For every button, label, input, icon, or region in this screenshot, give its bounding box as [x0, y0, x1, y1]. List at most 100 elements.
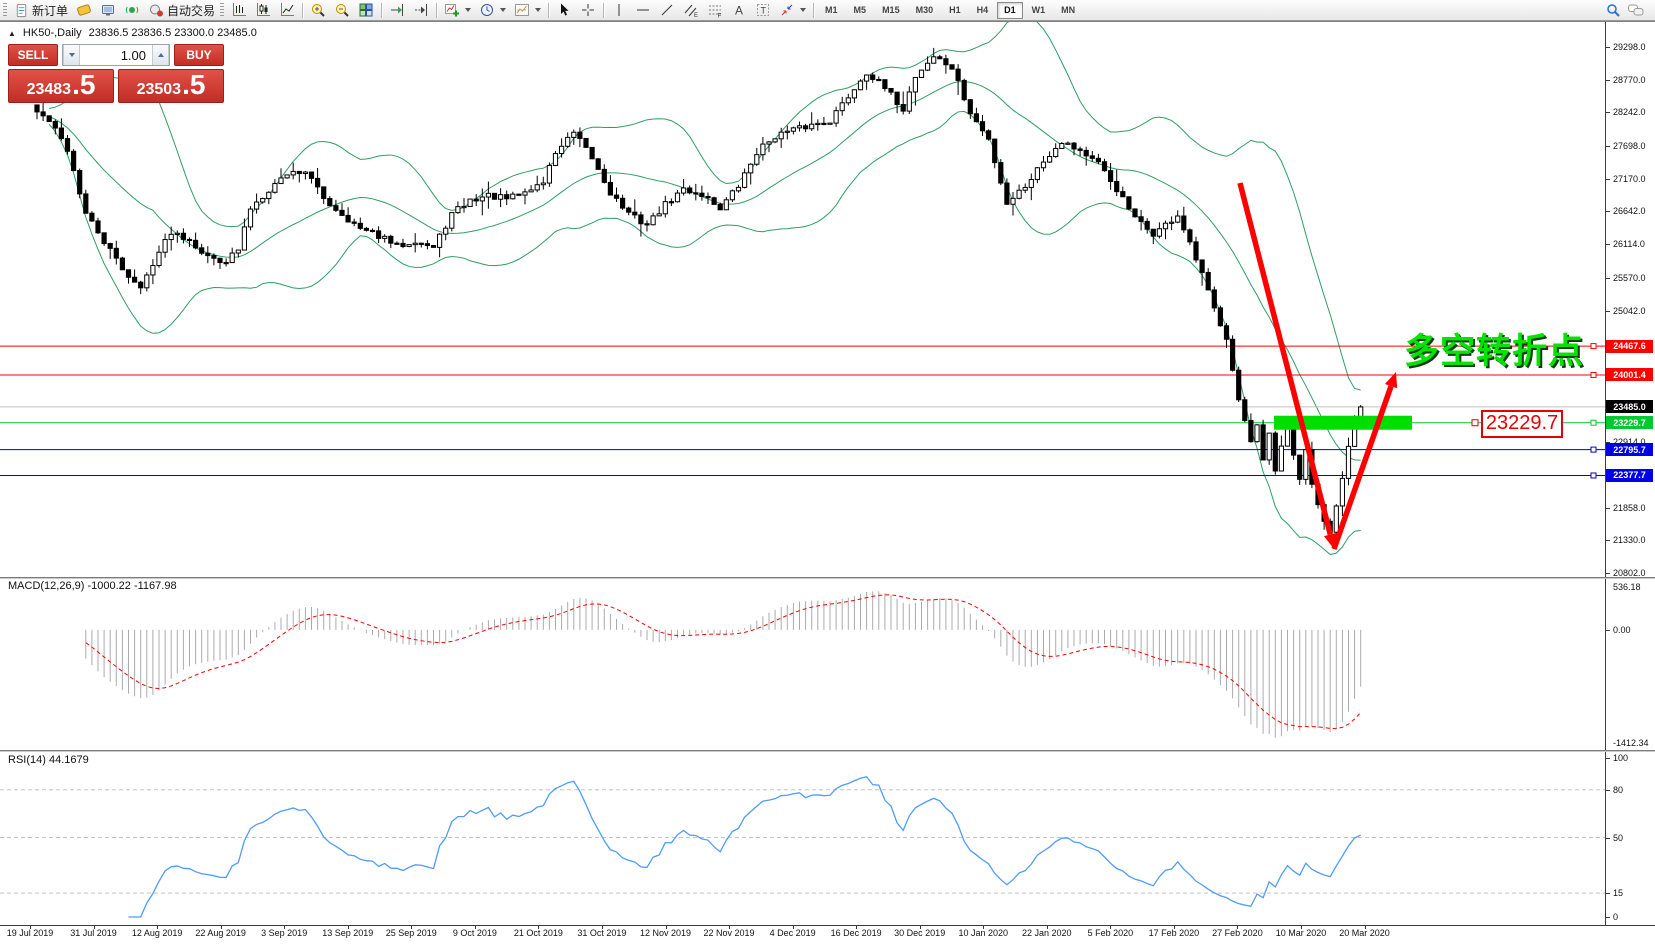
level-handle: [1590, 419, 1597, 426]
date-tick-mark: [411, 925, 413, 929]
auto-trading-button[interactable]: 自动交易: [144, 1, 219, 20]
bollinger-upper-band: [49, 15, 1361, 391]
spinner-up-icon: [157, 53, 164, 57]
horizontal-line-tool-button[interactable]: [631, 1, 655, 20]
sell-price-display[interactable]: 23483 .5: [8, 69, 114, 103]
candlestick-mode-button[interactable]: [251, 1, 275, 20]
timeframe-button-M5[interactable]: M5: [847, 2, 874, 19]
price-tick-mark: [1605, 310, 1610, 312]
zoom-in-button[interactable]: [306, 1, 330, 20]
bollinger-lower-band: [48, 110, 1361, 556]
rsi-pane-separator[interactable]: [0, 750, 1655, 752]
chat-icon[interactable]: [1627, 2, 1645, 18]
new-order-button[interactable]: 新订单: [10, 1, 72, 20]
price-tick-label: 27170.0: [1613, 173, 1646, 184]
price-tick-label: 26114.0: [1613, 239, 1645, 250]
date-tick-mark: [1173, 925, 1175, 929]
buy-price-display[interactable]: 23503 .5: [118, 69, 224, 103]
channel-tool-button[interactable]: E: [679, 1, 703, 20]
indicators-button[interactable]: [440, 1, 475, 20]
search-icon[interactable]: [1605, 2, 1621, 18]
level-handle: [1590, 446, 1597, 453]
periods-clock-icon: [481, 4, 494, 16]
price-tick-label: 22914.0: [1613, 437, 1646, 447]
crosshair-tool-button[interactable]: [576, 1, 600, 20]
level-handle: [1590, 472, 1597, 479]
horizontal-line-icon: [637, 9, 650, 11]
trendline-tool-button[interactable]: [655, 1, 679, 20]
volume-increase-button[interactable]: [152, 45, 169, 65]
date-tick-mark: [538, 925, 540, 929]
chart-shift-button[interactable]: [385, 1, 409, 20]
navigator-button[interactable]: [120, 1, 144, 20]
price-level-chip: 22795.7: [1606, 443, 1653, 457]
date-label: 20 Mar 2020: [1339, 928, 1390, 938]
volume-input[interactable]: 1.00: [120, 47, 146, 63]
macd-indicator-label: MACD(12,26,9) -1000.22 -1167.98: [8, 580, 177, 592]
toolbar-grip[interactable]: [3, 2, 7, 18]
text-tool-button[interactable]: A: [727, 1, 751, 20]
price-level-chip: 22377.7: [1606, 468, 1653, 482]
date-tick-mark: [792, 925, 794, 929]
tile-windows-icon: [359, 3, 373, 17]
rsi-scale-label: 15: [1613, 888, 1624, 899]
level-handle: [1590, 343, 1597, 350]
market-watch-button[interactable]: [72, 1, 96, 20]
market-watch-icon: [77, 4, 91, 16]
macd-scale-label: -1412.34: [1613, 738, 1649, 748]
chart-shift-icon: [391, 4, 404, 16]
data-window-button[interactable]: [96, 1, 120, 20]
timeframe-button-W1[interactable]: W1: [1025, 2, 1053, 19]
timeframe-button-M30[interactable]: M30: [909, 2, 941, 19]
auto-trading-icon: [150, 4, 164, 17]
timeframe-button-M15[interactable]: M15: [875, 2, 907, 19]
zoom-out-button[interactable]: [330, 1, 354, 20]
toolbar-separator: [436, 2, 438, 18]
data-window-icon: [102, 5, 115, 16]
volume-decrease-button[interactable]: [63, 45, 80, 65]
timeframe-button-M1[interactable]: M1: [818, 2, 845, 19]
buy-button[interactable]: BUY: [174, 44, 224, 66]
templates-button[interactable]: [510, 1, 545, 20]
bar-chart-mode-button[interactable]: [227, 1, 251, 20]
arrows-tool-button[interactable]: [775, 1, 810, 20]
periods-button[interactable]: [475, 1, 510, 20]
svg-text:A: A: [735, 4, 743, 18]
date-axis-line: [0, 925, 1655, 926]
date-label: 17 Feb 2020: [1148, 928, 1200, 938]
sell-button[interactable]: SELL: [8, 44, 58, 66]
timeframe-button-H4[interactable]: H4: [970, 2, 996, 19]
macd-pane-separator[interactable]: [0, 577, 1655, 579]
vertical-line-tool-button[interactable]: [607, 1, 631, 20]
line-chart-icon: [281, 3, 295, 16]
fibonacci-tool-button[interactable]: F: [703, 1, 727, 20]
price-tick-label: 20802.0: [1613, 568, 1646, 579]
timeframe-button-MN[interactable]: MN: [1054, 2, 1082, 19]
timeframe-button-H1[interactable]: H1: [942, 2, 968, 19]
chart-title: ▲ HK50-,Daily 23836.5 23836.5 23300.0 23…: [8, 27, 257, 39]
dropdown-caret-icon: [800, 8, 807, 12]
price-level-chip: 23229.7: [1606, 416, 1653, 430]
toolbar-separator: [548, 2, 550, 18]
tile-windows-button[interactable]: [354, 1, 378, 20]
sell-price-main: 23483: [26, 81, 72, 98]
line-chart-mode-button[interactable]: [275, 1, 299, 20]
toolbar-grip[interactable]: [220, 2, 225, 18]
new-order-icon: [16, 3, 27, 17]
candlestick-icon: [257, 3, 271, 16]
price-chart-canvas[interactable]: [0, 0, 1655, 925]
collapse-panel-icon[interactable]: ▲: [8, 28, 16, 38]
date-tick-mark: [601, 925, 603, 929]
date-tick-mark: [1110, 925, 1112, 929]
turning-point-annotation[interactable]: 多空转折点: [1404, 332, 1585, 371]
date-label: 22 Nov 2019: [703, 928, 755, 938]
volume-stepper: 1.00: [62, 44, 170, 66]
text-label-tool-button[interactable]: T: [751, 1, 775, 20]
price-callout-box[interactable]: 23229.7: [1481, 409, 1563, 438]
auto-scroll-button[interactable]: [409, 1, 433, 20]
rsi-tick-mark: [1605, 758, 1610, 759]
timeframe-button-D1[interactable]: D1: [997, 1, 1023, 19]
date-tick-mark: [474, 925, 476, 929]
cursor-tool-button[interactable]: [552, 1, 576, 20]
date-tick-mark: [729, 925, 731, 929]
